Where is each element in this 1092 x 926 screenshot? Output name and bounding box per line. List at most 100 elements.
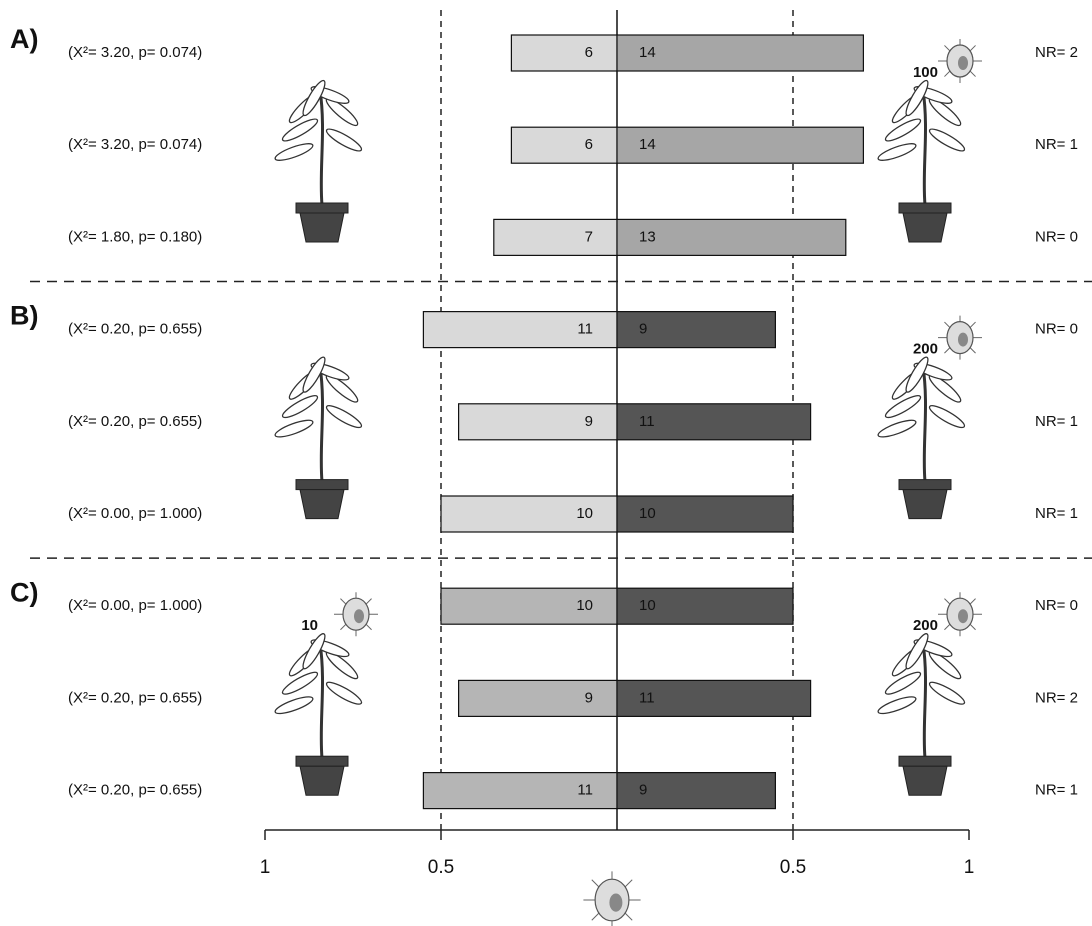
plant-leaf — [883, 392, 923, 421]
plant-icon — [273, 631, 363, 795]
plant-leaf — [273, 417, 314, 440]
group-label: B) — [10, 301, 39, 331]
chart: 1 0.5 0.5 1 A) 100 B) 200 C) 10 200 (X²= 3.20, p= 0… — [0, 0, 1092, 926]
row-stat: (X²= 0.00, p= 1.000) — [68, 597, 202, 614]
plant-leaf — [273, 140, 314, 163]
left-value-label: 9 — [585, 689, 593, 706]
left-value-label: 6 — [585, 44, 593, 61]
nr-label: NR= 0 — [1035, 228, 1078, 245]
plant-stem — [320, 90, 323, 205]
mite-spot — [958, 333, 968, 347]
pot — [300, 213, 344, 242]
plant-leaf — [876, 694, 917, 717]
plant-stem — [923, 90, 926, 205]
plant-stem — [320, 643, 323, 758]
left-bar — [511, 35, 617, 71]
nr-label: NR= 1 — [1035, 413, 1078, 430]
right-value-label: 14 — [639, 44, 656, 61]
left-bar — [459, 680, 617, 716]
row-stat: (X²= 3.20, p= 0.074) — [68, 136, 202, 153]
nr-label: NR= 0 — [1035, 597, 1078, 614]
right-value-label: 10 — [639, 597, 656, 614]
plant-leaf — [280, 116, 320, 145]
pot — [903, 213, 947, 242]
plant-leaf — [280, 669, 320, 698]
plant-leaf — [927, 126, 967, 155]
pot-rim — [296, 756, 348, 766]
plant-stem — [923, 367, 926, 482]
pot — [903, 490, 947, 519]
plant-leaf — [883, 669, 923, 698]
left-value-label: 9 — [585, 413, 593, 430]
plant-annotation: 100 — [913, 64, 938, 81]
right-value-label: 9 — [639, 782, 647, 799]
plant-icon — [273, 78, 363, 242]
right-value-label: 11 — [639, 413, 655, 430]
left-value-label: 10 — [576, 505, 593, 522]
nr-label: NR= 1 — [1035, 782, 1078, 799]
group-label: C) — [10, 577, 39, 607]
left-value-label: 10 — [576, 597, 593, 614]
left-bar — [494, 219, 617, 255]
plant-leaf — [876, 417, 917, 440]
mite-icon — [938, 316, 982, 360]
plant-stem — [320, 367, 323, 482]
plant-leaf — [273, 694, 314, 717]
x-tick-label: 1 — [964, 857, 975, 878]
mite-spot — [354, 609, 364, 623]
plant-stem — [923, 643, 926, 758]
nr-label: NR= 2 — [1035, 44, 1078, 61]
row-stat: (X²= 1.80, p= 0.180) — [68, 228, 202, 245]
plant-annotation: 200 — [913, 617, 938, 634]
pot — [300, 766, 344, 795]
pot-rim — [296, 203, 348, 213]
mite-icon — [938, 39, 982, 83]
left-value-label: 11 — [577, 782, 593, 799]
group-label: A) — [10, 24, 39, 54]
plant-annotation: 10 — [301, 617, 318, 634]
pot-rim — [899, 756, 951, 766]
right-value-label: 9 — [639, 321, 647, 338]
x-tick-label: 0.5 — [428, 857, 454, 878]
left-value-label: 11 — [577, 321, 593, 338]
nr-label: NR= 0 — [1035, 321, 1078, 338]
plant-icon — [876, 78, 966, 242]
mite-icon — [583, 871, 640, 926]
plant-leaf — [883, 116, 923, 145]
mite-spot — [958, 609, 968, 623]
left-value-label: 6 — [585, 136, 593, 153]
row-stat: (X²= 3.20, p= 0.074) — [68, 44, 202, 61]
nr-label: NR= 1 — [1035, 505, 1078, 522]
left-bar — [459, 404, 617, 440]
row-stat: (X²= 0.20, p= 0.655) — [68, 321, 202, 338]
plant-annotation: 200 — [913, 341, 938, 358]
x-tick-label: 1 — [260, 857, 271, 878]
row-stat: (X²= 0.20, p= 0.655) — [68, 413, 202, 430]
nr-label: NR= 1 — [1035, 136, 1078, 153]
row-stat: (X²= 0.20, p= 0.655) — [68, 782, 202, 799]
plant-leaf — [876, 140, 917, 163]
right-value-label: 11 — [639, 689, 655, 706]
pot-rim — [296, 480, 348, 490]
right-value-label: 10 — [639, 505, 656, 522]
pot — [300, 490, 344, 519]
row-stat: (X²= 0.20, p= 0.655) — [68, 689, 202, 706]
mite-icon — [938, 592, 982, 636]
mite-spot — [609, 894, 622, 912]
mite-icon — [334, 592, 378, 636]
plant-leaf — [927, 402, 967, 431]
nr-label: NR= 2 — [1035, 689, 1078, 706]
x-tick-label: 0.5 — [780, 857, 806, 878]
pot-rim — [899, 480, 951, 490]
plant-icon — [876, 631, 966, 795]
mite-spot — [958, 56, 968, 70]
plant-icon — [273, 355, 363, 519]
pot-rim — [899, 203, 951, 213]
left-bar — [511, 127, 617, 163]
row-stat: (X²= 0.00, p= 1.000) — [68, 505, 202, 522]
plant-leaf — [927, 679, 967, 708]
right-value-label: 13 — [639, 228, 656, 245]
left-value-label: 7 — [585, 228, 593, 245]
plant-leaf — [280, 392, 320, 421]
plant-icon — [876, 355, 966, 519]
